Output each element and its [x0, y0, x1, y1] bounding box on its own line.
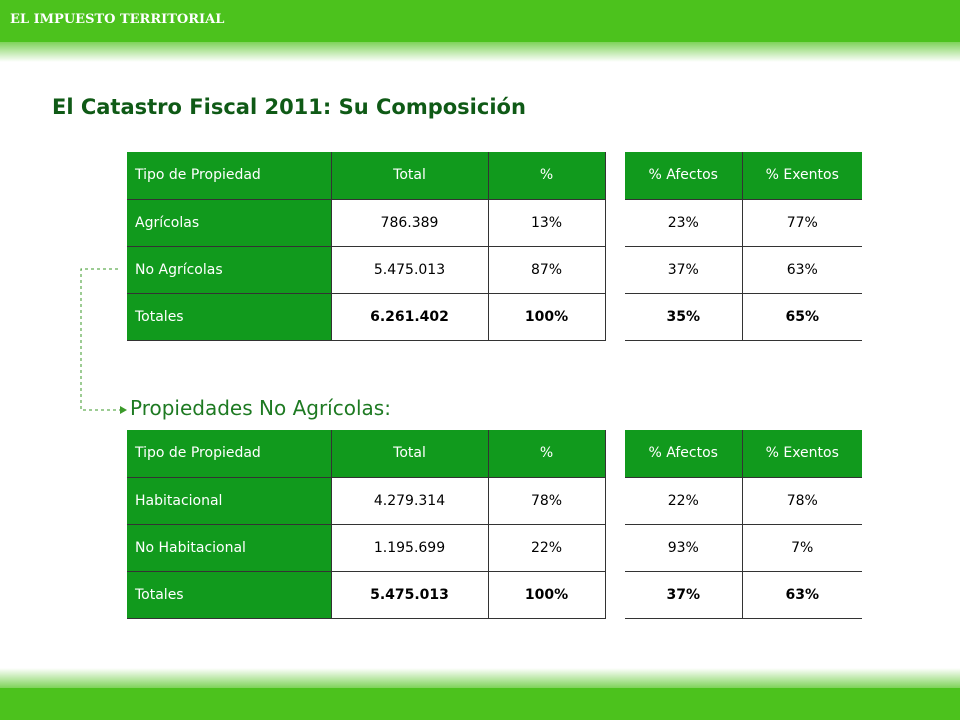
row-label: Totales	[127, 293, 331, 341]
top-banner-fade	[0, 42, 960, 62]
cell-total: 6.261.402	[330, 293, 488, 341]
section-subtitle: Propiedades No Agrícolas:	[130, 396, 391, 420]
table-row: 93% 7%	[625, 524, 862, 572]
table-row: 22% 78%	[625, 477, 862, 525]
cell-total: 5.475.013	[330, 571, 488, 619]
top-banner	[0, 0, 960, 42]
totals-row: Totales 6.261.402 100%	[127, 293, 606, 341]
cell-total: 4.279.314	[330, 477, 488, 525]
cell-exentos: 77%	[741, 199, 862, 247]
row-label: Totales	[127, 571, 331, 619]
cell-total: 5.475.013	[330, 246, 488, 294]
totals-row: 35% 65%	[625, 293, 862, 341]
cell-percent: 100%	[487, 571, 606, 619]
column-header: Total	[330, 430, 488, 478]
cell-afectos: 35%	[625, 293, 742, 341]
row-label: No Agrícolas	[127, 246, 331, 294]
table-row: No Agrícolas 5.475.013 87%	[127, 246, 606, 294]
page-title: El Catastro Fiscal 2011: Su Composición	[52, 95, 526, 119]
cell-afectos: 37%	[625, 246, 742, 294]
table-row: 23% 77%	[625, 199, 862, 247]
cell-exentos: 7%	[741, 524, 862, 572]
cell-percent: 100%	[487, 293, 606, 341]
cell-total: 1.195.699	[330, 524, 488, 572]
row-label: No Habitacional	[127, 524, 331, 572]
catastro-composition-table: Tipo de Propiedad Total % Agrícolas 786.…	[127, 152, 606, 341]
cell-exentos: 63%	[741, 246, 862, 294]
column-header: %	[487, 152, 606, 200]
table-row: Agrícolas 786.389 13%	[127, 199, 606, 247]
column-header: Tipo de Propiedad	[127, 152, 331, 200]
afectos-exentos-table: % Afectos % Exentos 23% 77% 37% 63% 35% …	[625, 152, 862, 341]
column-header: %	[487, 430, 606, 478]
cell-afectos: 37%	[625, 571, 742, 619]
row-label: Agrícolas	[127, 199, 331, 247]
cell-total: 786.389	[330, 199, 488, 247]
no-agricolas-table: Tipo de Propiedad Total % Habitacional 4…	[127, 430, 606, 619]
column-header: % Afectos	[625, 152, 742, 200]
cell-afectos: 23%	[625, 199, 742, 247]
totals-row: 37% 63%	[625, 571, 862, 619]
dashed-arrow-connector	[80, 268, 127, 414]
table-header-row: % Afectos % Exentos	[625, 430, 862, 478]
table-header-row: Tipo de Propiedad Total %	[127, 152, 606, 200]
no-agricolas-afectos-exentos-table: % Afectos % Exentos 22% 78% 93% 7% 37% 6…	[625, 430, 862, 619]
bottom-banner	[0, 688, 960, 720]
cell-afectos: 93%	[625, 524, 742, 572]
column-header: % Exentos	[741, 152, 862, 200]
cell-percent: 87%	[487, 246, 606, 294]
column-header: % Afectos	[625, 430, 742, 478]
cell-percent: 22%	[487, 524, 606, 572]
cell-exentos: 63%	[741, 571, 862, 619]
bottom-banner-fade	[0, 668, 960, 688]
column-header: Total	[330, 152, 488, 200]
cell-exentos: 78%	[741, 477, 862, 525]
totals-row: Totales 5.475.013 100%	[127, 571, 606, 619]
table-row: No Habitacional 1.195.699 22%	[127, 524, 606, 572]
column-header: Tipo de Propiedad	[127, 430, 331, 478]
column-header: % Exentos	[741, 430, 862, 478]
row-label: Habitacional	[127, 477, 331, 525]
table-row: 37% 63%	[625, 246, 862, 294]
table-header-row: Tipo de Propiedad Total %	[127, 430, 606, 478]
table-header-row: % Afectos % Exentos	[625, 152, 862, 200]
table-row: Habitacional 4.279.314 78%	[127, 477, 606, 525]
cell-exentos: 65%	[741, 293, 862, 341]
cell-percent: 78%	[487, 477, 606, 525]
cell-percent: 13%	[487, 199, 606, 247]
cell-afectos: 22%	[625, 477, 742, 525]
section-label: EL IMPUESTO TERRITORIAL	[10, 12, 225, 27]
